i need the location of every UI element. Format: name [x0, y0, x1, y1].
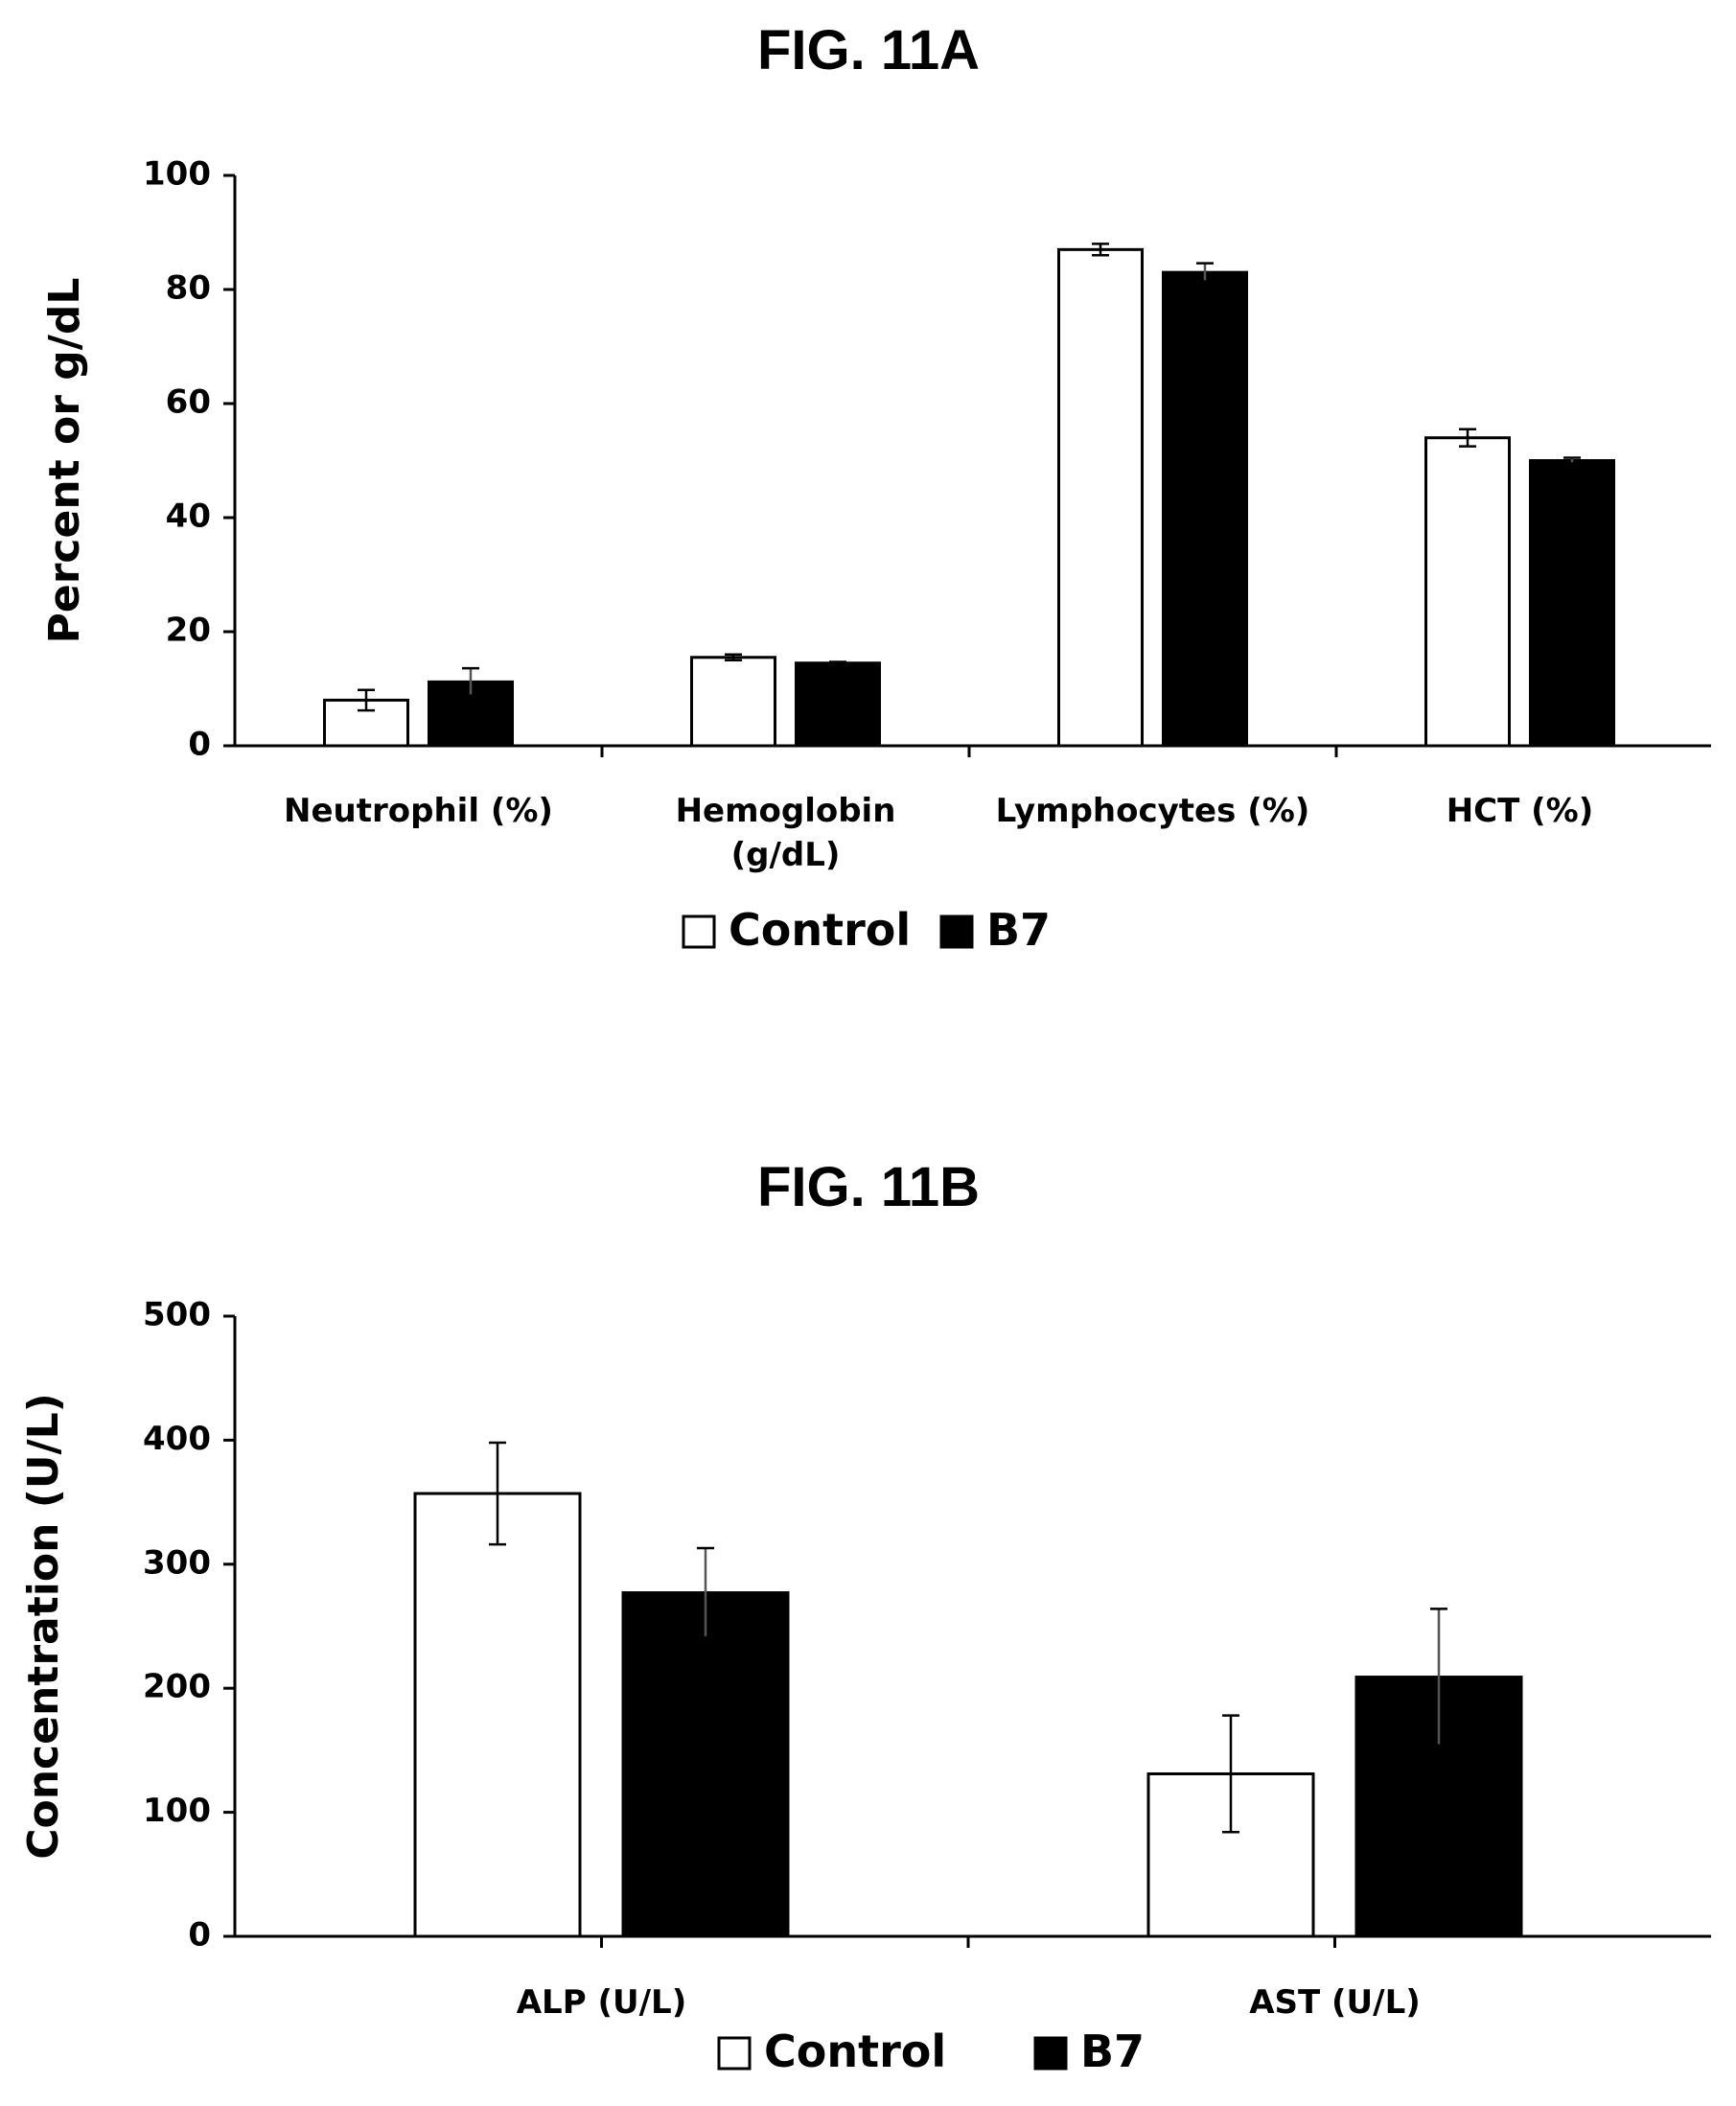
error-bar	[1092, 243, 1109, 257]
legend-label-control: Control	[729, 904, 911, 956]
y-tick-label: 40	[166, 498, 211, 536]
category-label: AST (U/L)	[1249, 1983, 1421, 2022]
y-tick-label: 100	[143, 155, 211, 194]
category-label-line: ALP (U/L)	[517, 1983, 687, 2022]
legend-swatch-control	[717, 2036, 752, 2071]
bar-b7-2	[1162, 270, 1248, 748]
error-bar	[1430, 1608, 1447, 1747]
error-bar	[1222, 1714, 1239, 1834]
error-bar	[489, 1441, 506, 1546]
category-label-line: HCT (%)	[1447, 792, 1594, 830]
y-tick-label: 80	[166, 269, 211, 308]
category-label-line: (g/dL)	[731, 836, 841, 874]
legend-swatch-control	[682, 914, 716, 949]
bar-b7-3	[1529, 459, 1615, 748]
bar-control-1	[690, 656, 776, 748]
category-label: Lymphocytes (%)	[996, 792, 1310, 830]
error-bar	[725, 653, 742, 661]
legend-label-b7: B7	[986, 904, 1051, 956]
bar-control-0	[413, 1492, 582, 1938]
figure-title: FIG. 11A	[757, 19, 980, 81]
category-label: Hemoglobin (g/dL)	[676, 792, 896, 874]
bar-b7-0	[621, 1591, 790, 1938]
error-bar	[1459, 428, 1476, 448]
legend-swatch-b7	[939, 914, 974, 949]
category-label-line: Neutrophil (%)	[284, 792, 553, 830]
category-label: ALP (U/L)	[517, 1983, 687, 2022]
legend-label-b7: B7	[1080, 2025, 1145, 2077]
legend-label-control: Control	[764, 2025, 946, 2077]
bar-control-3	[1424, 436, 1511, 748]
error-bar	[1196, 262, 1214, 283]
y-tick-label: 100	[143, 1792, 211, 1830]
category-label: Neutrophil (%)	[284, 792, 553, 830]
error-bar	[358, 688, 375, 712]
error-bar	[1563, 456, 1581, 465]
error-bar	[829, 660, 846, 666]
chart-a: FIG. 11A Percent or g/dL 0 20 40 60 80 100 Neutr…	[40, 19, 1711, 956]
category-label-line: Hemoglobin	[676, 792, 896, 830]
y-tick-label: 0	[188, 726, 211, 764]
bar-control-2	[1057, 247, 1144, 748]
category-label: HCT (%)	[1447, 792, 1594, 830]
category-label-line: Lymphocytes (%)	[996, 792, 1310, 830]
bar-b7-1	[795, 661, 881, 748]
y-tick-label: 60	[166, 383, 211, 422]
y-tick-label: 0	[188, 1916, 211, 1955]
y-tick-label: 20	[166, 612, 211, 650]
figure-title: FIG. 11B	[757, 1156, 980, 1218]
chart-b: FIG. 11B Concentration (U/L) 0 100 200 300 400…	[19, 1156, 1711, 2077]
legend-swatch-b7	[1033, 2036, 1068, 2071]
legend: Control B7	[682, 904, 1051, 956]
error-bar	[462, 666, 479, 697]
y-tick-label: 500	[143, 1296, 211, 1334]
error-bar	[697, 1546, 714, 1639]
category-label-line: AST (U/L)	[1249, 1983, 1421, 2022]
y-tick-label: 300	[143, 1543, 211, 1582]
y-axis-title: Percent or g/dL	[40, 278, 89, 644]
y-tick-label: 400	[143, 1420, 211, 1458]
y-axis-title: Concentration (U/L)	[19, 1393, 68, 1860]
y-tick-label: 200	[143, 1668, 211, 1706]
legend: Control B7	[717, 2025, 1145, 2077]
